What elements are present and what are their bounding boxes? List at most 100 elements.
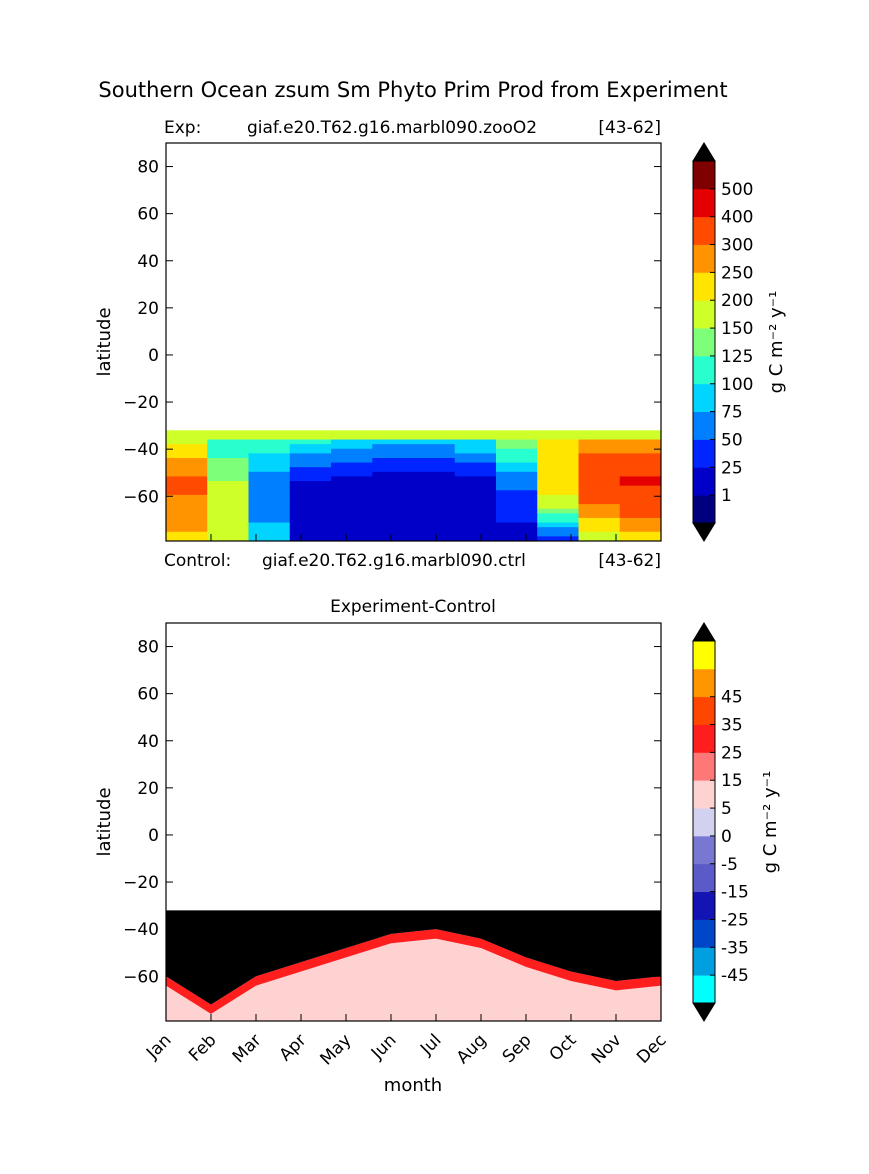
colorbar-bin [693,467,715,496]
top-field-cell [619,448,661,454]
top-field-cell [372,490,415,496]
top-header-label: Exp: [164,118,201,138]
top-field-cell [578,481,621,487]
colorbar-bin [693,411,715,440]
top-field-cell [413,444,456,450]
top-field-cell [166,494,208,501]
y-tick-label: 0 [148,826,159,846]
top-field-cell [537,536,580,541]
colorbar-tick-label: 15 [721,771,743,791]
top-field-cell [454,471,497,478]
top-field-cell [454,448,497,454]
colorbar-tick-label: -5 [721,855,738,875]
colorbar-tick-label: 45 [721,688,743,708]
y-tick-label: 40 [137,732,159,752]
top-field-cell [496,481,538,487]
top-field-cell [619,527,661,533]
top-field-cell [248,527,291,533]
top-header-years: [43-62] [598,118,661,138]
top-field-cell [372,448,415,454]
top-field-cell [619,494,661,501]
top-field-cell [413,522,456,528]
colorbar-bin [693,808,715,837]
top-field-cell [248,522,291,528]
top-field-cell [166,517,208,524]
top-field-cell [413,481,456,487]
top-field-cell [619,508,661,514]
top-field-cell [413,434,456,441]
y-tick-label: 80 [137,638,159,658]
top-field-cell [248,476,291,482]
colorbar-tick-label: -25 [721,910,749,930]
top-field-cell [372,527,415,533]
top-field-cell [537,467,580,473]
top-field-cell [619,444,661,450]
top-field-cell [578,513,621,519]
top-field-cell [166,499,208,505]
top-field-cell [372,457,415,464]
top-field-cell [578,531,621,537]
top-field-cell [454,439,497,445]
colorbar-tick-label: 250 [721,263,753,283]
top-field-cell [289,513,332,519]
top-field-cell [372,499,415,505]
top-field-cell [331,513,373,519]
top-field-cell [248,439,291,445]
top-field-cell [413,531,456,537]
top-field-cell [454,434,497,441]
top-field-cell [496,513,538,519]
colorbar-bin [693,891,715,920]
colorbar-extend-max [692,142,716,162]
top-field-cell [248,536,291,541]
colorbar-tick-label: 25 [721,458,743,478]
top-field-cell [454,444,497,450]
top-field-cell [289,531,332,537]
top-footer-label: Control: [164,551,231,571]
top-field-cell [496,448,538,454]
top-field-cell [537,499,580,505]
colorbar-extend-min [692,1002,716,1022]
x-tick-label: Feb [185,1030,220,1065]
top-field-cell [166,444,208,450]
top-field-cell [166,481,208,487]
top-field-cell [331,439,373,445]
top-field-cell [413,517,456,524]
colorbar-bin [693,780,715,809]
top-field-cell [454,499,497,505]
top-field-cell [619,513,661,519]
top-field-cell [578,536,621,541]
x-tick-label: Jun [367,1030,401,1064]
top-field-cell [372,453,415,459]
top-field-cell [331,522,373,528]
y-tick-label: 60 [137,685,159,705]
top-field-cell [331,531,373,537]
top-field-cell [289,448,332,454]
top-field-cell [496,467,538,473]
top-field-cell [289,471,332,478]
top-field-cell [372,462,415,468]
top-field-cell [537,517,580,524]
top-field-cell [537,494,580,501]
top-field-cell [331,504,373,510]
bottom-title: Experiment-Control [330,597,496,617]
top-field-cell [207,467,250,473]
top-field-cell [578,494,621,501]
top-field-cell [537,481,580,487]
y-tick-label: 60 [137,205,159,225]
top-field-cell [619,531,661,537]
top-field-cell [166,536,208,541]
colorbar-bin [693,752,715,781]
top-field-cell [619,434,661,441]
top-field-cell [413,485,456,491]
colorbar-bin [693,355,715,385]
y-tick-label: 80 [137,158,159,178]
colorbar-bin [693,696,715,725]
top-field-cell [207,476,250,482]
top-field-cell [248,513,291,519]
top-field-cell [413,476,456,482]
top-field-cell [248,448,291,454]
top-field-cell [289,453,332,459]
top-field-cell [289,476,332,482]
